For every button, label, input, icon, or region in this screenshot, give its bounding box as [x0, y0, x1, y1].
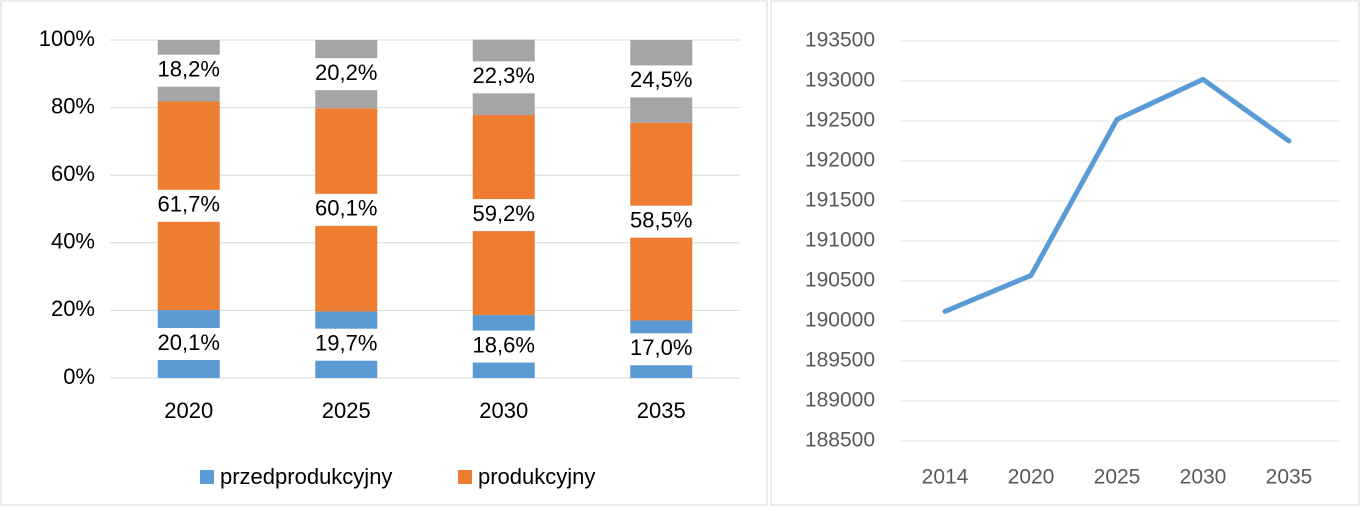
- y-tick-label: 192500: [805, 109, 875, 132]
- label-bg: [613, 205, 710, 238]
- y-tick-label: 188500: [805, 429, 875, 452]
- label-bg: [613, 65, 710, 98]
- legend-swatch: [458, 470, 472, 484]
- data-label: 17,0%: [630, 335, 692, 360]
- y-tick-label: 192000: [805, 149, 875, 172]
- y-tick-label: 191000: [805, 229, 875, 252]
- x-tick-label: 2025: [322, 398, 371, 423]
- label-bg: [455, 199, 552, 232]
- label-bg: [140, 189, 237, 222]
- label-bg: [298, 328, 395, 361]
- label-bg: [455, 330, 552, 363]
- data-label: 20,1%: [158, 330, 220, 355]
- x-tick-label: 2020: [1008, 466, 1055, 489]
- x-tick-label: 2020: [164, 398, 213, 423]
- y-tick-label: 0%: [63, 364, 95, 389]
- x-tick-label: 2030: [479, 398, 528, 423]
- data-label: 61,7%: [158, 192, 220, 217]
- legend-label: produkcyjny: [478, 464, 595, 489]
- label-bg: [298, 58, 395, 91]
- y-tick-label: 190500: [805, 269, 875, 292]
- y-tick-label: 193500: [805, 29, 875, 52]
- data-label: 24,5%: [630, 67, 692, 92]
- label-bg: [140, 54, 237, 87]
- label-bg: [613, 333, 710, 366]
- y-tick-label: 60%: [51, 161, 95, 186]
- data-label: 20,2%: [315, 60, 377, 85]
- y-tick-label: 189500: [805, 349, 875, 372]
- label-bg: [455, 61, 552, 94]
- y-tick-label: 189000: [805, 389, 875, 412]
- y-tick-label: 190000: [805, 309, 875, 332]
- data-label: 60,1%: [315, 196, 377, 221]
- y-tick-label: 80%: [51, 93, 95, 118]
- y-tick-label: 191500: [805, 189, 875, 212]
- y-tick-label: 20%: [51, 296, 95, 321]
- data-label: 18,6%: [473, 332, 535, 357]
- data-label: 59,2%: [473, 201, 535, 226]
- x-tick-label: 2014: [922, 466, 969, 489]
- y-tick-label: 193000: [805, 69, 875, 92]
- label-bg: [140, 328, 237, 361]
- y-tick-label: 100%: [39, 26, 95, 51]
- x-tick-label: 2025: [1094, 466, 1141, 489]
- data-label: 18,2%: [158, 57, 220, 82]
- right-panel: [770, 0, 1360, 506]
- data-label: 22,3%: [473, 63, 535, 88]
- legend-label: przedprodukcyjny: [220, 464, 392, 489]
- y-tick-label: 40%: [51, 229, 95, 254]
- label-bg: [298, 193, 395, 226]
- data-label: 58,5%: [630, 207, 692, 232]
- x-tick-label: 2030: [1180, 466, 1227, 489]
- legend-swatch: [200, 470, 214, 484]
- x-tick-label: 2035: [637, 398, 686, 423]
- line: [942, 76, 1292, 314]
- x-tick-label: 2035: [1266, 466, 1313, 489]
- data-label: 19,7%: [315, 331, 377, 356]
